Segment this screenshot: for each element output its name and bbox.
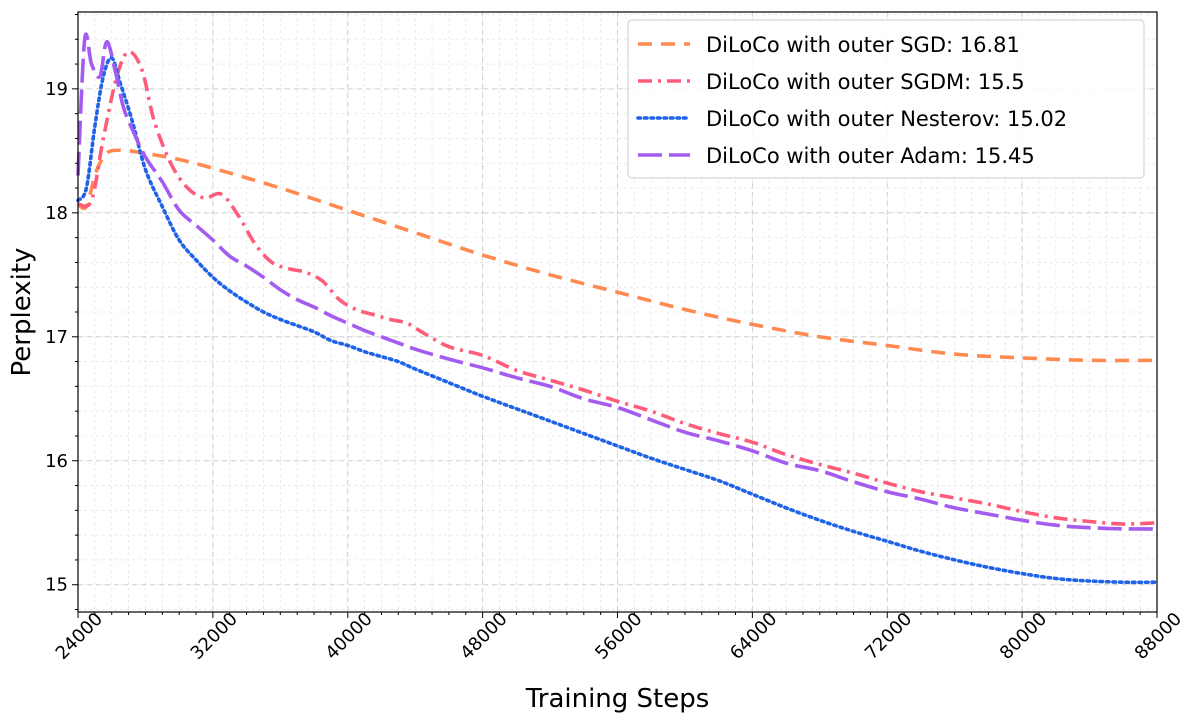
legend-label-4: DiLoCo with outer Adam: 15.45 — [706, 144, 1035, 168]
y-axis-label: Perplexity — [7, 248, 37, 377]
y-tick-label: 19 — [45, 79, 68, 100]
legend-label-1: DiLoCo with outer SGD: 16.81 — [706, 33, 1020, 57]
series-line-1 — [76, 148, 1158, 363]
x-axis-label: Training Steps — [525, 684, 710, 714]
y-tick-label: 17 — [45, 327, 68, 348]
y-tick-label: 16 — [45, 451, 68, 472]
y-tick-label: 18 — [45, 203, 68, 224]
series-layer — [76, 32, 1159, 585]
legend: DiLoCo with outer SGD: 16.81 DiLoCo with … — [627, 19, 1145, 179]
y-tick-label: 15 — [45, 575, 68, 596]
series-line-2 — [77, 49, 1158, 526]
legend-label-3: DiLoCo with outer Nesterov: 15.02 — [706, 107, 1067, 131]
axis-ticks — [72, 13, 1158, 618]
series-line-4 — [76, 32, 1158, 531]
series-line-3 — [76, 56, 1159, 585]
legend-box — [627, 19, 1145, 179]
legend-label-2: DiLoCo with outer SGDM: 15.5 — [706, 70, 1025, 94]
